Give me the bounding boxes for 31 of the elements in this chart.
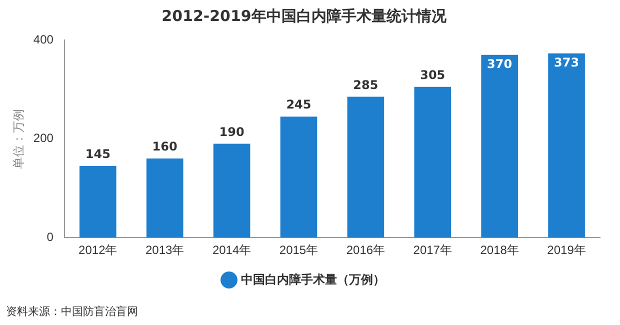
data-label: 160 (152, 140, 178, 154)
data-label: 285 (353, 78, 378, 92)
x-tick-label: 2015年 (279, 243, 318, 258)
bar (481, 54, 518, 238)
x-tick-label: 2013年 (145, 243, 184, 258)
bar (414, 86, 452, 238)
bar (79, 166, 116, 238)
y-tick-label: 400 (33, 32, 54, 46)
x-tick-label: 2016年 (346, 243, 386, 258)
data-label: 245 (286, 98, 312, 112)
bar (280, 116, 318, 238)
x-tick-label: 2019年 (547, 243, 586, 258)
x-tick-label: 2014年 (212, 243, 252, 258)
x-tick-label: 2017年 (413, 243, 452, 258)
x-tick-label: 2018年 (480, 243, 519, 258)
y-tick-label: 0 (46, 230, 54, 244)
data-label: 370 (487, 56, 512, 71)
data-label: 190 (219, 124, 244, 139)
bar (213, 144, 250, 238)
chart-title: 2012-2019年中国白内障手术量统计情况 (162, 6, 448, 25)
y-axis-title: 单位：万例 (12, 108, 26, 169)
data-label: 373 (554, 55, 580, 70)
x-tick-label: 2012年 (78, 243, 118, 258)
bar (347, 96, 384, 238)
data-label: 145 (85, 147, 110, 162)
legend-label: 中国白内障手术量（万例） (241, 272, 385, 286)
y-tick-label: 200 (33, 131, 54, 146)
text: 资料来源：中国防盲治盲网 (6, 304, 138, 319)
data-label: 305 (420, 68, 446, 82)
bar (548, 53, 585, 238)
bar (146, 158, 184, 238)
